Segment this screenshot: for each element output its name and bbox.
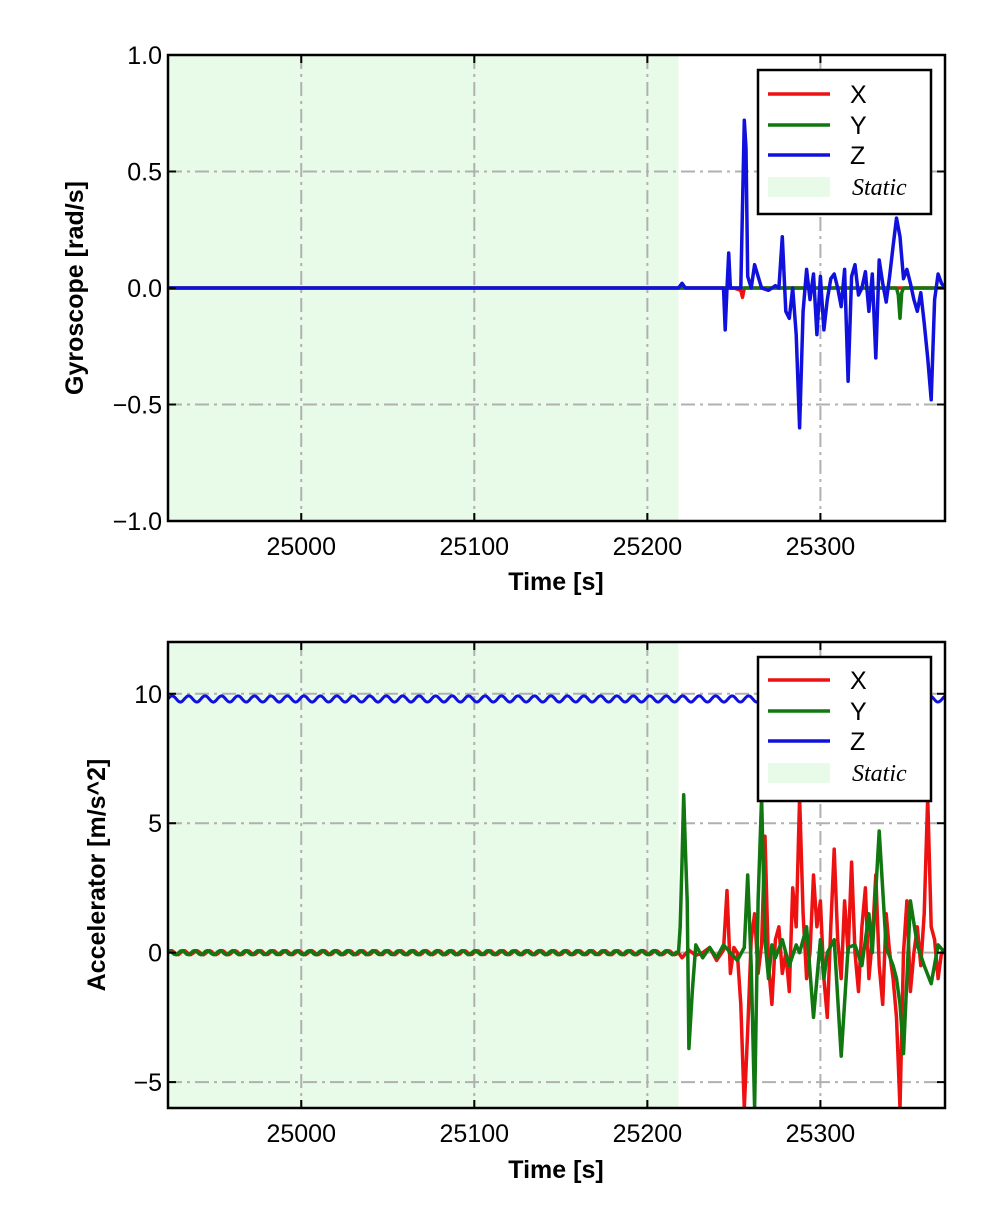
gyroscope-series <box>168 118 945 430</box>
gyroscope-x-tick-label-1: 25100 <box>440 533 510 561</box>
accelerator-chart: 25000 25100 25200 25300 −5 0 5 10 Time [s] Acce… <box>83 640 947 1184</box>
accelerator-legend-label-static: Static <box>852 761 907 787</box>
accelerator-x-tick-label-3: 25300 <box>786 1120 856 1148</box>
gyroscope-legend-label-y: Y <box>850 112 867 140</box>
gyroscope-y-tick-label-3: 0.5 <box>127 159 162 187</box>
accelerator-legend-label-x: X <box>850 667 867 695</box>
gyroscope-ticks: 25000 25100 25200 25300 −1.0 −0.5 0.0 0.5 1.0 <box>113 42 945 561</box>
gyroscope-chart: 25000 25100 25200 25300 −1.0 −0.5 0.0 0.5 1.0 Ti… <box>61 42 947 596</box>
gyroscope-legend-label-z: Z <box>850 142 865 170</box>
accelerator-plot-frame <box>166 640 947 1110</box>
accelerator-x-tick-label-1: 25100 <box>440 1120 510 1148</box>
accelerator-x-tick-label-2: 25200 <box>613 1120 683 1148</box>
gyroscope-x-tick-label-3: 25300 <box>786 533 856 561</box>
accelerator-y-tick-label-3: 10 <box>134 681 162 709</box>
gyroscope-y-axis-label: Gyroscope [rad/s] <box>61 181 89 395</box>
accelerator-y-tick-label-2: 5 <box>148 810 162 838</box>
accelerator-y-tick-label-0: −5 <box>133 1069 162 1097</box>
gyroscope-series-z <box>168 118 945 430</box>
accelerator-ticks: 25000 25100 25200 25300 −5 0 5 10 <box>133 642 945 1148</box>
gyroscope-x-tick-label-0: 25000 <box>266 533 336 561</box>
accelerator-y-axis-label: Accelerator [m/s^2] <box>83 759 111 992</box>
gyroscope-legend-swatch-static <box>768 177 830 197</box>
accelerator-x-axis-label: Time [s] <box>508 1156 603 1184</box>
gyroscope-y-tick-label-1: −0.5 <box>113 392 162 420</box>
gyroscope-y-tick-label-0: −1.0 <box>113 508 162 536</box>
accelerator-legend-swatch-static <box>768 763 830 783</box>
gyroscope-legend-label-x: X <box>850 81 867 109</box>
accelerator-static-region <box>168 642 679 1108</box>
accelerator-legend: X Y Z Static <box>756 655 933 803</box>
gyroscope-x-axis-label: Time [s] <box>508 568 603 596</box>
gyroscope-x-tick-label-2: 25200 <box>613 533 683 561</box>
gyroscope-y-tick-label-2: 0.0 <box>127 275 162 303</box>
gyroscope-legend: X Y Z Static <box>756 68 933 216</box>
accelerator-series-y <box>168 792 945 1108</box>
gyroscope-legend-label-static: Static <box>852 175 907 201</box>
accelerator-x-tick-label-0: 25000 <box>266 1120 336 1148</box>
gyroscope-y-tick-label-4: 1.0 <box>127 42 162 70</box>
accelerator-y-tick-label-1: 0 <box>148 940 162 968</box>
accelerator-legend-label-z: Z <box>850 728 865 756</box>
accelerator-legend-label-y: Y <box>850 698 867 726</box>
